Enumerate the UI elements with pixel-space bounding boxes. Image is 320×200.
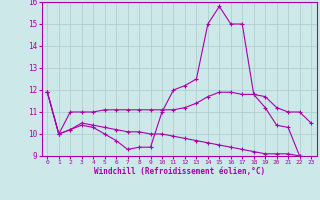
X-axis label: Windchill (Refroidissement éolien,°C): Windchill (Refroidissement éolien,°C) [94,167,265,176]
